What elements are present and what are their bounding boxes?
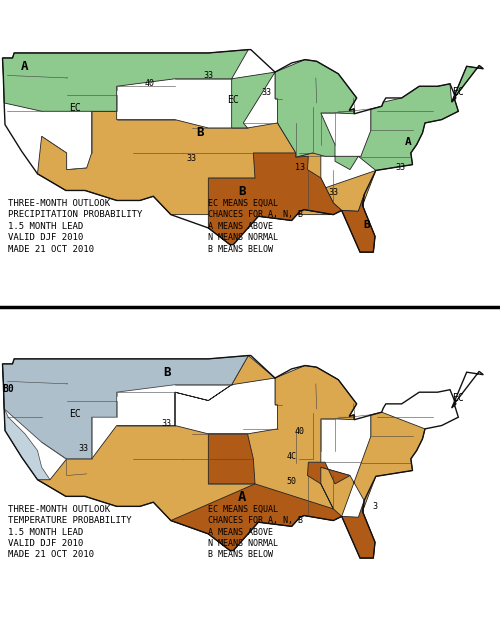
Text: 33: 33	[204, 71, 214, 80]
Text: THREE-MONTH OUTLOOK
TEMPERATURE PROBABILITY
1.5 MONTH LEAD
VALID DJF 2010
MADE 2: THREE-MONTH OUTLOOK TEMPERATURE PROBABIL…	[8, 505, 132, 559]
Text: B: B	[238, 185, 246, 198]
Text: EC: EC	[452, 392, 464, 402]
Polygon shape	[2, 355, 484, 558]
Text: EC MEANS EQUAL
CHANCES FOR A, N, B
A MEANS ABOVE
N MEANS NORMAL
B MEANS BELOW: EC MEANS EQUAL CHANCES FOR A, N, B A MEA…	[208, 199, 304, 253]
Polygon shape	[38, 111, 376, 252]
Text: B: B	[163, 365, 170, 379]
Polygon shape	[208, 153, 375, 252]
Polygon shape	[171, 434, 375, 558]
Text: 4C: 4C	[286, 452, 296, 461]
Text: A: A	[405, 137, 411, 146]
Polygon shape	[2, 49, 484, 252]
Text: 33: 33	[262, 88, 272, 96]
Text: 33: 33	[328, 188, 338, 197]
Text: A: A	[238, 489, 246, 504]
Polygon shape	[232, 59, 484, 171]
Text: EC: EC	[69, 409, 81, 419]
Text: 13: 13	[295, 163, 305, 172]
Text: 33: 33	[186, 154, 196, 163]
Text: 50: 50	[286, 477, 296, 486]
Text: B: B	[196, 126, 204, 139]
Text: EC: EC	[228, 95, 239, 105]
Text: 40: 40	[295, 427, 305, 436]
Text: B: B	[364, 220, 370, 230]
Polygon shape	[2, 49, 248, 111]
Text: EC: EC	[69, 103, 81, 113]
Text: 3: 3	[372, 502, 378, 511]
Text: 40: 40	[145, 79, 155, 88]
Polygon shape	[2, 355, 248, 459]
Text: 33: 33	[162, 418, 172, 428]
Text: 33: 33	[78, 444, 88, 452]
Text: 33: 33	[395, 163, 405, 172]
Text: A: A	[21, 59, 29, 73]
Text: THREE-MONTH OUTLOOK
PRECIPITATION PROBABILITY
1.5 MONTH LEAD
VALID DJF 2010
MADE: THREE-MONTH OUTLOOK PRECIPITATION PROBAB…	[8, 199, 142, 253]
Text: B0: B0	[2, 384, 14, 394]
Polygon shape	[38, 355, 425, 558]
Polygon shape	[2, 364, 50, 480]
Text: EC MEANS EQUAL
CHANCES FOR A, N, B
A MEANS ABOVE
N MEANS NORMAL
B MEANS BELOW: EC MEANS EQUAL CHANCES FOR A, N, B A MEA…	[208, 505, 304, 559]
Text: EC: EC	[452, 87, 464, 96]
